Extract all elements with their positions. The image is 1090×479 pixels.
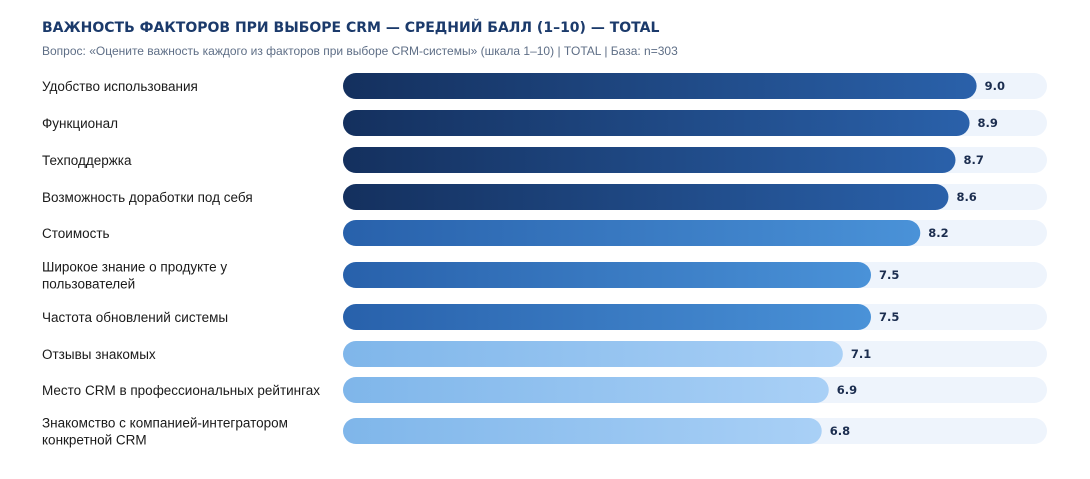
category-label: Широкое знание о продукте у пользователей bbox=[42, 260, 227, 292]
category-label: Частота обновлений системы bbox=[42, 310, 228, 325]
category-label-line: Функционал bbox=[42, 116, 118, 131]
category-label-line: Широкое знание о продукте у bbox=[42, 260, 227, 275]
bar bbox=[343, 377, 829, 403]
bar bbox=[343, 147, 956, 173]
category-label: Место CRM в профессиональных рейтингах bbox=[42, 383, 320, 398]
bar bbox=[343, 341, 843, 367]
value-label: 9.0 bbox=[985, 79, 1005, 93]
category-label-line: Техподдержка bbox=[42, 153, 132, 168]
bar-row: 7.5 Частота обновлений системы bbox=[42, 304, 1047, 330]
bar-row: 7.5 Широкое знание о продукте у пользовате… bbox=[42, 260, 1047, 292]
bar-row: 8.9 Функционал bbox=[42, 110, 1047, 136]
chart-title: ВАЖНОСТЬ ФАКТОРОВ ПРИ ВЫБОРЕ CRM — СРЕДН… bbox=[42, 20, 660, 36]
bar bbox=[343, 184, 949, 210]
value-label: 8.9 bbox=[978, 116, 998, 130]
value-label: 8.2 bbox=[928, 226, 948, 240]
category-label-line: Знакомство с компанией-интегратором bbox=[42, 416, 288, 431]
category-label: Функционал bbox=[42, 116, 118, 131]
bar-row: 7.1 Отзывы знакомых bbox=[42, 341, 1047, 367]
value-label: 8.6 bbox=[956, 190, 976, 204]
category-label-line: Возможность доработки под себя bbox=[42, 190, 253, 205]
category-label: Техподдержка bbox=[42, 153, 132, 168]
bar bbox=[343, 110, 970, 136]
value-label: 6.9 bbox=[837, 383, 857, 397]
value-label: 7.5 bbox=[879, 310, 899, 324]
bar bbox=[343, 73, 977, 99]
bar-row: 8.6 Возможность доработки под себя bbox=[42, 184, 1047, 210]
category-label: Удобство использования bbox=[42, 79, 198, 94]
value-label: 7.1 bbox=[851, 347, 871, 361]
bar bbox=[343, 220, 921, 246]
bar-row: 8.7 Техподдержка bbox=[42, 147, 1047, 173]
category-label-line: Частота обновлений системы bbox=[42, 310, 228, 325]
bar bbox=[343, 418, 822, 444]
category-label-line: пользователей bbox=[42, 277, 135, 292]
bar-row: 6.8 Знакомство с компанией-интегратором ко… bbox=[42, 416, 1047, 448]
category-label: Возможность доработки под себя bbox=[42, 190, 253, 205]
category-label-line: Отзывы знакомых bbox=[42, 347, 156, 362]
value-label: 6.8 bbox=[830, 424, 850, 438]
category-label-line: Удобство использования bbox=[42, 79, 198, 94]
bar-row: 9.0 Удобство использования bbox=[42, 73, 1047, 99]
bar-row: 8.2 Стоимость bbox=[42, 220, 1047, 246]
category-label-line: конкретной CRM bbox=[42, 433, 147, 448]
bar bbox=[343, 262, 871, 288]
category-label: Знакомство с компанией-интегратором конкр… bbox=[42, 416, 288, 448]
value-label: 7.5 bbox=[879, 268, 899, 282]
bar bbox=[343, 304, 871, 330]
category-label: Стоимость bbox=[42, 226, 110, 241]
category-label-line: Стоимость bbox=[42, 226, 110, 241]
category-label: Отзывы знакомых bbox=[42, 347, 156, 362]
category-label-line: Место CRM в профессиональных рейтингах bbox=[42, 383, 320, 398]
chart-subtitle: Вопрос: «Оцените важность каждого из фак… bbox=[42, 44, 678, 58]
bar-row: 6.9 Место CRM в профессиональных рейтинга… bbox=[42, 377, 1047, 403]
value-label: 8.7 bbox=[963, 153, 983, 167]
